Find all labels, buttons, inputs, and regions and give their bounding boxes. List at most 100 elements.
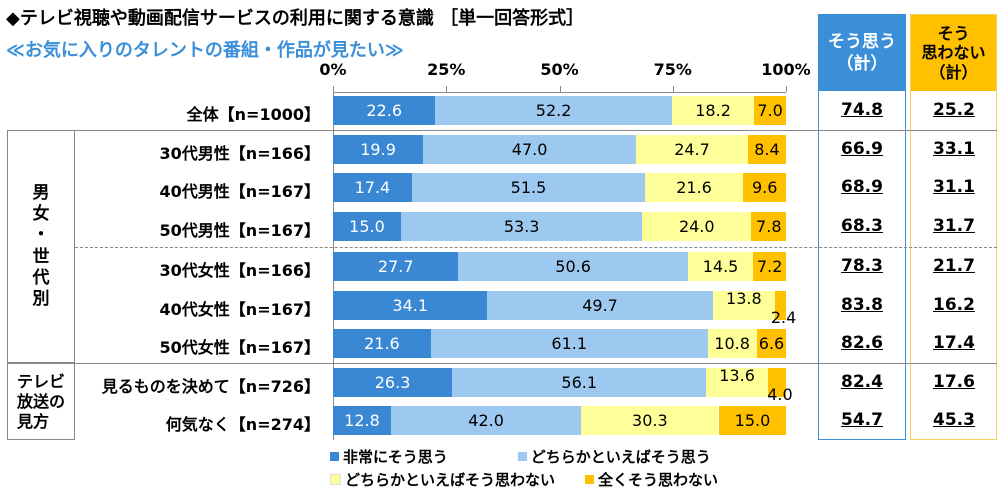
bar-segment xyxy=(671,96,755,125)
data-label: 12.8 xyxy=(344,411,380,430)
legend-item: 非常にそう思う xyxy=(330,446,448,467)
disagree-total-value: 25.2 xyxy=(933,100,975,120)
bar-segment xyxy=(742,173,787,202)
bar-segment xyxy=(333,252,459,281)
group-gender-age-label: 男 女 ・ 世 代 別 xyxy=(32,182,50,309)
bar-segment xyxy=(751,212,787,241)
legend-label: 非常にそう思う xyxy=(343,448,448,466)
legend-label: どちらかといえばそう思う xyxy=(530,448,711,466)
data-label: 30.3 xyxy=(632,411,668,430)
disagree-total-value: 16.2 xyxy=(933,295,975,315)
agree-total-value: 68.9 xyxy=(841,177,883,197)
axis-line xyxy=(333,92,786,93)
bar-segment xyxy=(775,291,786,320)
row-label: 全体【n=1000】 xyxy=(186,105,320,124)
legend-item: どちらかといえばそう思う xyxy=(517,446,711,467)
bar-segment xyxy=(411,173,646,202)
data-label: 34.1 xyxy=(392,296,429,315)
bar-segment xyxy=(581,406,719,435)
data-label: 21.6 xyxy=(364,334,400,353)
data-label: 2.4 xyxy=(770,308,797,327)
agree-total-value: 78.3 xyxy=(841,256,883,276)
bar-segment xyxy=(753,252,786,281)
disagree-total-value: 21.7 xyxy=(933,256,975,276)
group-gender-age: 男 女 ・ 世 代 別 xyxy=(7,130,75,363)
data-label: 10.8 xyxy=(714,334,750,353)
data-label: 6.6 xyxy=(758,334,785,353)
data-label: 7.0 xyxy=(757,101,783,120)
legend-swatch xyxy=(330,474,341,485)
bar-segment xyxy=(707,329,757,358)
data-label: 53.3 xyxy=(503,217,540,236)
legend: 非常にそう思う どちらかといえばそう思う どちらかといえばそう思わない 全くそう… xyxy=(330,446,850,490)
bar-segment xyxy=(333,406,391,435)
disagree-total-value: 17.6 xyxy=(933,372,975,392)
tick-mark xyxy=(786,86,787,92)
tick-label: 75% xyxy=(653,60,692,79)
data-label: 22.6 xyxy=(366,101,402,120)
data-label: 7.2 xyxy=(756,257,783,276)
data-label: 9.6 xyxy=(751,178,778,197)
row-label: 50代男性【n=167】 xyxy=(159,221,320,240)
row-label: 40代女性【n=167】 xyxy=(159,300,320,319)
row-label: 30代女性【n=166】 xyxy=(159,261,320,280)
chart-title: ◆テレビ視聴や動画配信サービスの利用に関する意識 ［単一回答形式］ xyxy=(6,8,585,29)
disagree-total-value: 31.1 xyxy=(933,177,975,197)
bar-segment xyxy=(333,212,401,241)
bar-segment xyxy=(487,291,713,320)
tick-label: 25% xyxy=(427,60,466,79)
agree-total-value: 83.8 xyxy=(841,295,883,315)
disagree-total-value: 33.1 xyxy=(933,139,975,159)
data-label: 24.7 xyxy=(674,140,710,159)
data-label: 47.0 xyxy=(511,140,548,159)
bar-segment xyxy=(430,329,708,358)
data-label: 61.1 xyxy=(551,334,588,353)
row-label: 30代男性【n=166】 xyxy=(159,144,320,163)
agree-total-value: 82.4 xyxy=(841,372,883,392)
data-label: 13.8 xyxy=(726,289,762,308)
bar-segment xyxy=(687,252,754,281)
chart-subtitle: ≪お気に入りのタレントの番組・作品が見たい≫ xyxy=(6,40,404,61)
tick-mark xyxy=(559,86,561,92)
disagree-total-value: 17.4 xyxy=(933,333,975,353)
row-label: 見るものを決めて【n=726】 xyxy=(101,377,320,396)
data-label: 14.5 xyxy=(702,257,739,276)
bar-segment xyxy=(333,291,488,320)
data-label: 27.7 xyxy=(377,257,414,276)
disagree-total-value: 31.7 xyxy=(933,216,975,236)
tick-mark xyxy=(446,86,448,92)
agree-total-value: 54.7 xyxy=(841,410,883,430)
agree-total-value: 68.3 xyxy=(841,216,883,236)
agree-total-value: 66.9 xyxy=(841,139,883,159)
bar-segment xyxy=(333,329,431,358)
legend-swatch xyxy=(585,475,595,484)
separator xyxy=(7,363,997,364)
legend-swatch xyxy=(517,452,527,461)
bar-segment xyxy=(767,368,786,397)
agree-total-value: 82.6 xyxy=(841,333,883,353)
bar-segment xyxy=(333,173,412,202)
bar-segment xyxy=(756,329,787,358)
data-label: 8.4 xyxy=(754,140,780,159)
data-label: 24.0 xyxy=(678,217,715,236)
data-label: 19.9 xyxy=(360,140,396,159)
data-label: 4.0 xyxy=(767,385,793,404)
bar-segment xyxy=(712,291,776,320)
data-label: 52.2 xyxy=(535,101,572,120)
row-label: 40代男性【n=167】 xyxy=(159,182,320,201)
data-label: 7.8 xyxy=(756,217,782,236)
agree-total-box: そう思う （計） xyxy=(818,14,906,440)
legend-item: どちらかといえばそう思わない xyxy=(330,469,555,490)
row-label: 何気なく【n=274】 xyxy=(165,415,320,434)
row-label: 50代女性【n=167】 xyxy=(159,338,320,357)
legend-label: どちらかといえばそう思わない xyxy=(345,471,556,489)
bar-segment xyxy=(423,135,637,164)
bar-segment xyxy=(642,212,752,241)
data-label: 51.5 xyxy=(510,178,547,197)
bar-segment xyxy=(747,135,786,164)
agree-total-header: そう思う （計） xyxy=(819,15,905,91)
data-label: 21.6 xyxy=(676,178,712,197)
tick-label: 0% xyxy=(319,60,347,79)
data-label: 42.0 xyxy=(468,411,504,430)
data-label: 13.6 xyxy=(719,366,755,385)
